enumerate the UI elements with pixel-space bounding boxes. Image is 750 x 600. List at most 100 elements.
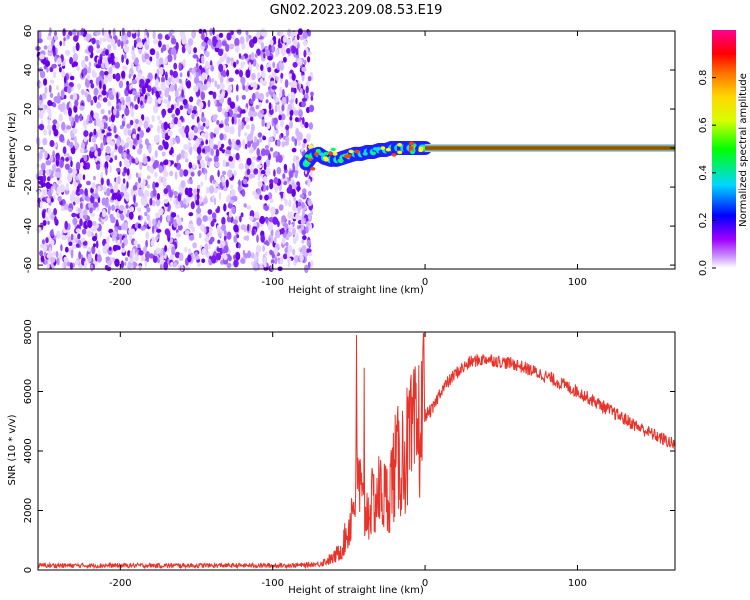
noise-speckle bbox=[170, 47, 176, 56]
noise-speckle bbox=[130, 188, 134, 197]
noise-speckle bbox=[242, 85, 246, 91]
spectrogram-x-label: Height of straight line (km) bbox=[288, 285, 424, 296]
noise-speckle bbox=[223, 235, 227, 242]
noise-speckle bbox=[246, 168, 251, 176]
noise-speckle bbox=[65, 183, 70, 192]
noise-speckle bbox=[111, 87, 116, 97]
noise-speckle bbox=[170, 261, 174, 267]
noise-speckle bbox=[285, 128, 290, 137]
noise-speckle bbox=[144, 189, 150, 198]
noise-speckle bbox=[96, 44, 100, 49]
noise-speckle bbox=[233, 61, 237, 68]
noise-speckle bbox=[193, 76, 200, 85]
noise-speckle bbox=[213, 127, 220, 136]
noise-speckle bbox=[52, 119, 58, 125]
noise-speckle bbox=[93, 119, 97, 127]
noise-speckle bbox=[91, 37, 96, 45]
noise-speckle bbox=[161, 76, 165, 84]
noise-speckle bbox=[301, 214, 304, 223]
noise-speckle bbox=[299, 194, 305, 199]
noise-speckle bbox=[47, 220, 50, 225]
noise-speckle bbox=[294, 254, 299, 263]
noise-speckle bbox=[90, 212, 95, 217]
noise-speckle bbox=[109, 94, 115, 101]
noise-speckle bbox=[200, 195, 203, 200]
noise-speckle bbox=[197, 121, 201, 130]
noise-speckle bbox=[67, 173, 73, 183]
noise-speckle bbox=[246, 205, 252, 210]
noise-speckle bbox=[42, 174, 47, 183]
noise-speckle bbox=[308, 122, 314, 130]
noise-speckle bbox=[170, 104, 175, 111]
noise-speckle bbox=[257, 132, 263, 138]
noise-speckle bbox=[47, 44, 53, 52]
noise-speckle bbox=[84, 79, 90, 88]
noise-speckle bbox=[38, 123, 45, 131]
noise-speckle bbox=[103, 31, 108, 38]
noise-speckle bbox=[91, 182, 96, 190]
noise-speckle bbox=[72, 45, 76, 54]
noise-speckle bbox=[112, 44, 117, 50]
noise-speckle bbox=[238, 179, 241, 187]
noise-speckle bbox=[167, 100, 171, 110]
noise-speckle bbox=[273, 129, 277, 138]
noise-speckle bbox=[182, 58, 186, 66]
noise-speckle bbox=[146, 175, 151, 180]
noise-speckle bbox=[223, 245, 229, 254]
noise-speckle bbox=[310, 91, 314, 97]
noise-speckle bbox=[293, 202, 297, 211]
signal-blob bbox=[418, 148, 424, 153]
noise-speckle bbox=[286, 250, 290, 260]
noise-speckle bbox=[262, 176, 268, 183]
noise-speckle bbox=[187, 254, 192, 263]
noise-speckle bbox=[47, 207, 51, 216]
noise-speckle bbox=[218, 191, 222, 201]
noise-speckle bbox=[86, 94, 92, 103]
noise-speckle bbox=[168, 190, 174, 198]
noise-speckle bbox=[79, 105, 85, 111]
noise-speckle bbox=[217, 105, 222, 113]
noise-speckle bbox=[285, 241, 289, 247]
noise-speckle bbox=[217, 205, 220, 213]
noise-speckle bbox=[299, 253, 304, 262]
noise-speckle bbox=[306, 221, 310, 228]
noise-speckle bbox=[121, 120, 126, 127]
noise-speckle bbox=[89, 114, 92, 124]
spectrogram-frame bbox=[37, 30, 676, 270]
noise-speckle bbox=[137, 97, 140, 105]
noise-speckle bbox=[189, 146, 193, 156]
noise-speckle bbox=[207, 157, 213, 162]
noise-speckle bbox=[51, 228, 54, 237]
noise-speckle bbox=[69, 141, 74, 149]
noise-speckle bbox=[296, 185, 301, 191]
noise-speckle bbox=[99, 122, 105, 129]
noise-speckle bbox=[263, 108, 267, 114]
noise-speckle bbox=[40, 148, 46, 153]
noise-speckle bbox=[163, 171, 169, 177]
noise-speckle bbox=[39, 110, 44, 120]
y-tick-label: 4000 bbox=[23, 438, 34, 463]
noise-speckle bbox=[122, 65, 128, 71]
noise-speckle bbox=[201, 33, 205, 41]
noise-speckle bbox=[37, 38, 43, 44]
noise-speckle bbox=[269, 179, 274, 184]
noise-speckle bbox=[127, 129, 132, 136]
noise-speckle bbox=[208, 90, 214, 95]
noise-speckle bbox=[237, 106, 241, 112]
noise-speckle bbox=[193, 85, 199, 93]
noise-speckle bbox=[65, 49, 71, 56]
noise-speckle bbox=[90, 83, 95, 89]
noise-speckle bbox=[283, 163, 288, 171]
noise-speckle bbox=[227, 169, 233, 178]
noise-speckle bbox=[165, 71, 168, 81]
noise-speckle bbox=[294, 117, 299, 123]
noise-speckle bbox=[93, 243, 96, 248]
noise-speckle bbox=[263, 53, 266, 59]
noise-speckle bbox=[154, 150, 158, 158]
noise-speckle bbox=[306, 133, 311, 142]
noise-speckle bbox=[111, 151, 115, 159]
noise-speckle bbox=[119, 212, 123, 219]
noise-speckle bbox=[107, 44, 112, 49]
noise-speckle bbox=[115, 72, 121, 82]
noise-speckle bbox=[38, 169, 44, 176]
